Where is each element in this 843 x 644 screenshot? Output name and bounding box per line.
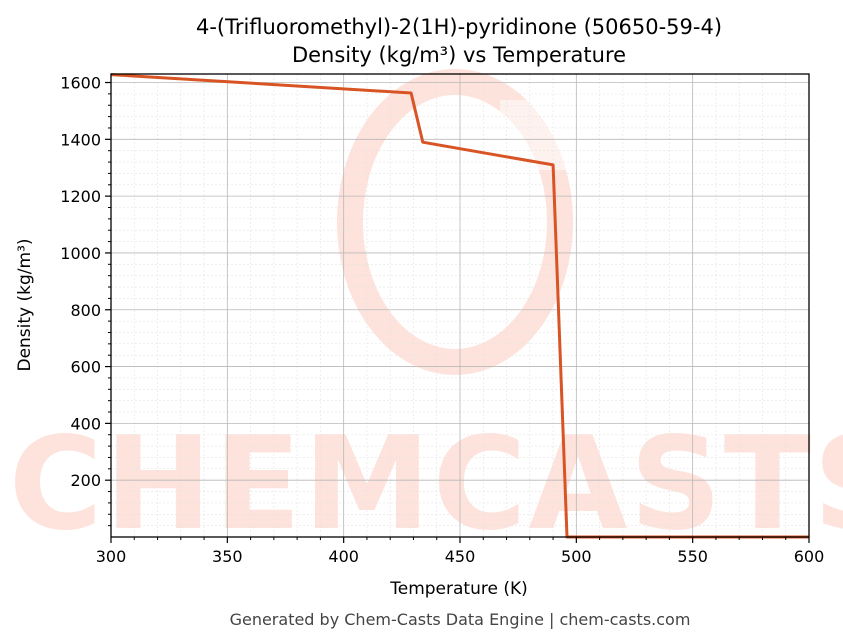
y-tick-label: 200 bbox=[70, 471, 101, 490]
y-tick-label: 1000 bbox=[60, 244, 101, 263]
x-axis-label: Temperature (K) bbox=[389, 579, 528, 599]
x-tick-label: 300 bbox=[96, 547, 127, 566]
chart-title: 4-(Trifluoromethyl)-2(1H)-pyridinone (50… bbox=[196, 15, 722, 39]
tick-labels: 300 350 400 450 500 550 600 200 400 600 800 1000 120… bbox=[60, 74, 824, 566]
y-tick-label: 1600 bbox=[60, 74, 101, 93]
major-grid bbox=[110, 74, 810, 537]
x-tick-label: 550 bbox=[677, 547, 708, 566]
x-tick-label: 400 bbox=[328, 547, 359, 566]
x-tick-label: 350 bbox=[212, 547, 243, 566]
y-tick-label: 1400 bbox=[60, 130, 101, 149]
x-tick-label: 600 bbox=[794, 547, 825, 566]
y-tick-label: 600 bbox=[70, 358, 101, 377]
watermark-logo bbox=[337, 69, 580, 375]
y-tick-label: 400 bbox=[70, 414, 101, 433]
y-tick-label: 800 bbox=[70, 301, 101, 320]
x-tick-label: 450 bbox=[445, 547, 476, 566]
axis-ticks bbox=[105, 81, 810, 543]
y-tick-label: 1200 bbox=[60, 187, 101, 206]
x-tick-label: 500 bbox=[561, 547, 592, 566]
y-axis-label: Density (kg/m³) bbox=[15, 238, 35, 371]
chart-subtitle: Density (kg/m³) vs Temperature bbox=[292, 43, 626, 67]
footer-text: Generated by Chem-Casts Data Engine | ch… bbox=[230, 610, 691, 629]
